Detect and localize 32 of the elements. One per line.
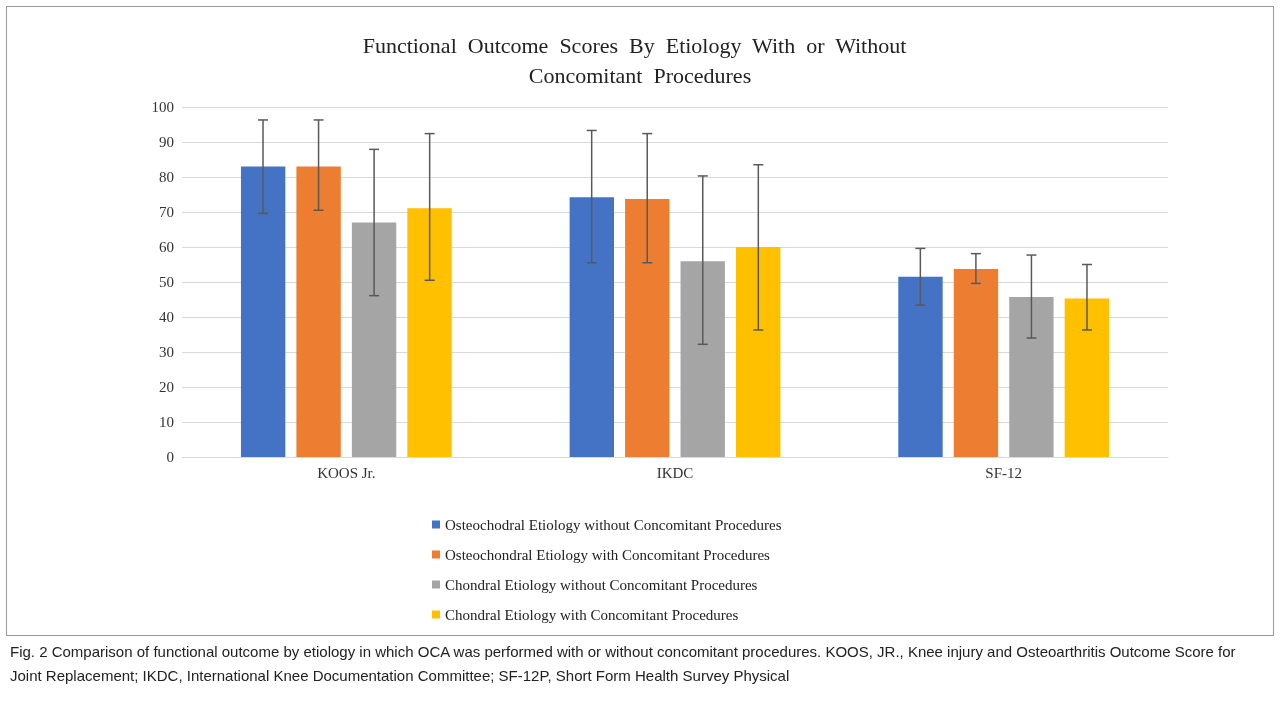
caption: Fig. 2 Comparison of functional outcome by etiology in which OCA was performed with or without concomitant procedures. KOOS, JR., Knee injury and Osteoarthritis Outcome Score for Joint Replacement; IKDC, International Knee Documentation Committee; SF-12P, Short Form Health Survey Physical xyxy=(10,642,1237,686)
x-tick-label: IKDC xyxy=(656,464,694,481)
y-tick-label: 20 xyxy=(159,379,174,395)
bar xyxy=(736,247,781,457)
legend-label: Chondral Etiology without Concomitant Procedures xyxy=(445,576,758,593)
y-tick-label: 90 xyxy=(159,134,174,150)
bar xyxy=(625,199,670,457)
legend-label: Osteochodral Etiology without Concomitant Procedures xyxy=(445,516,782,533)
legend-label: Chondral Etiology with Concomitant Procedures xyxy=(445,606,739,623)
bar xyxy=(898,276,943,457)
x-tick-label: KOOS Jr. xyxy=(317,464,376,481)
legend-label: Osteochondral Etiology with Concomitant Procedures xyxy=(445,546,771,563)
y-tick-label: 10 xyxy=(159,414,174,430)
y-tick-label: 80 xyxy=(159,169,174,185)
bar xyxy=(296,166,341,457)
y-tick-label: 60 xyxy=(159,239,174,255)
x-tick-label: SF-12 xyxy=(985,464,1023,481)
y-tick-label: 70 xyxy=(159,204,174,220)
y-tick-label: 40 xyxy=(159,309,174,325)
chart-title: Functional Outcome Scores By Etiology With or Without Concomitant Procedures xyxy=(362,32,918,88)
bar xyxy=(351,222,397,457)
y-tick-label: 0 xyxy=(166,449,174,465)
y-tick-label: 100 xyxy=(151,99,174,115)
bar xyxy=(407,208,452,457)
bar xyxy=(953,269,999,457)
bar xyxy=(240,166,286,457)
bar xyxy=(1009,297,1054,457)
bar xyxy=(569,197,614,457)
bar xyxy=(1064,298,1110,457)
bar xyxy=(680,261,725,457)
y-tick-label: 50 xyxy=(159,274,174,290)
y-tick-label: 30 xyxy=(159,344,174,360)
